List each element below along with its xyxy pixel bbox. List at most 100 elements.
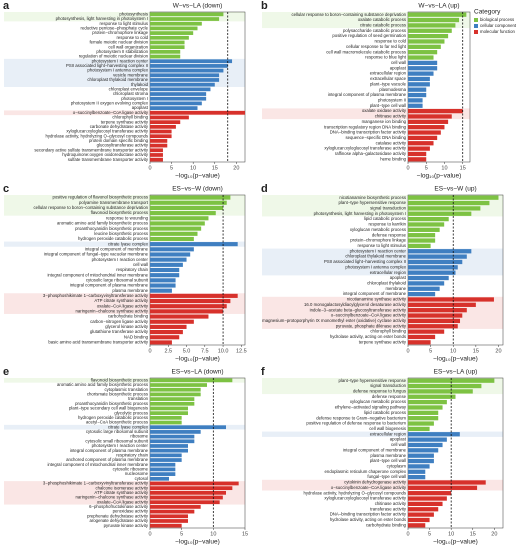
highlight-band bbox=[4, 210, 245, 216]
term-label: plant−type secondary cell wall biogenesi… bbox=[69, 406, 148, 411]
bar bbox=[408, 302, 476, 307]
x-tick-label: 10.0 bbox=[218, 348, 229, 354]
term-label: signal transduction bbox=[370, 383, 406, 388]
term-label: hydrolase activity, acting on ester bond… bbox=[330, 517, 406, 522]
term-label: basic amino acid transmembrane transport… bbox=[48, 340, 148, 345]
term-label: female meiotic nuclear division bbox=[89, 40, 148, 45]
bar bbox=[150, 490, 226, 495]
x-tick-label: 5.0 bbox=[183, 348, 191, 354]
bar bbox=[150, 195, 231, 200]
highlight-band bbox=[4, 424, 245, 430]
legend-label: biological process bbox=[480, 17, 514, 22]
bar bbox=[150, 495, 223, 500]
term-label: chalcone isomerase activity bbox=[95, 485, 148, 490]
bar bbox=[408, 206, 481, 211]
panel-title: W−vs−LA (down) bbox=[173, 3, 223, 10]
term-label: cellular response to far red light bbox=[346, 44, 407, 49]
term-label: integral component of membrane bbox=[85, 246, 149, 251]
term-label: photosynthesis, light harvesting in phot… bbox=[314, 211, 406, 216]
term-label: ATP citrate synthase activity bbox=[94, 490, 148, 495]
term-label: cytosol bbox=[135, 476, 148, 481]
term-label: glycerol kinase activity bbox=[105, 324, 149, 329]
bar bbox=[150, 157, 163, 162]
panel-letter: e bbox=[3, 366, 9, 378]
term-label: defense response to fungus bbox=[353, 389, 406, 394]
bar bbox=[408, 275, 449, 281]
highlight-band bbox=[262, 248, 503, 254]
bar bbox=[150, 262, 183, 267]
bar bbox=[408, 378, 495, 383]
bar bbox=[408, 33, 449, 39]
panel-letter: f bbox=[261, 366, 265, 378]
term-label: photosystem I antenna complex bbox=[87, 68, 149, 73]
bar bbox=[150, 106, 198, 110]
bar bbox=[150, 92, 207, 96]
term-label: chitinase activity bbox=[375, 501, 407, 506]
term-label: raffinose alpha−galactosidase activity bbox=[335, 151, 407, 156]
bar bbox=[150, 486, 233, 491]
bar bbox=[408, 394, 456, 399]
bar bbox=[408, 151, 427, 157]
term-label: oxalate−CoA ligase activity bbox=[97, 499, 149, 504]
highlight-band bbox=[4, 72, 245, 78]
bar bbox=[150, 134, 172, 139]
term-label: hydrolase activity, hydrolyzing O−glycos… bbox=[46, 133, 149, 138]
bar bbox=[150, 211, 216, 216]
term-label: membrane bbox=[385, 286, 406, 291]
term-label: protein−chromophore linkage bbox=[350, 238, 406, 243]
bar bbox=[150, 148, 163, 153]
x-tick-label: 5 bbox=[429, 348, 432, 354]
x-tick-label: 10 bbox=[210, 531, 216, 537]
x-tick-label: 5 bbox=[180, 531, 183, 537]
bar bbox=[150, 110, 245, 115]
term-label: polyamine transmembrane transport bbox=[79, 200, 149, 205]
x-tick-label: 20 bbox=[233, 165, 239, 171]
bar bbox=[408, 340, 431, 345]
bar bbox=[150, 304, 227, 309]
bar bbox=[150, 401, 195, 406]
term-label: reductive pentose−phosphate cycle bbox=[81, 26, 149, 31]
bar bbox=[150, 444, 188, 448]
bar bbox=[408, 469, 426, 474]
bar bbox=[150, 231, 198, 236]
bar bbox=[150, 82, 215, 87]
term-label: response to light stimulus bbox=[100, 21, 148, 26]
bar bbox=[408, 485, 478, 490]
bar bbox=[408, 98, 423, 103]
x-tick-label: 0 bbox=[148, 531, 151, 537]
term-label: PSII associated light−harvesting complex… bbox=[66, 63, 148, 68]
highlight-band bbox=[262, 259, 503, 265]
bar bbox=[408, 334, 436, 340]
term-label: hydrolase activity, acting on ester bond… bbox=[330, 334, 406, 339]
term-label: oxalate−CoA ligase activity bbox=[97, 303, 149, 308]
term-label: integral component of plasma membrane bbox=[328, 92, 407, 97]
x-axis-label: −log₁₀(p−value) bbox=[175, 173, 220, 180]
term-label: oxalate catabolic process bbox=[358, 17, 406, 22]
term-label: endoplasmic reticulum chaperone complex bbox=[325, 469, 407, 474]
bar bbox=[150, 309, 224, 314]
term-label: protein−chromophore linkage bbox=[92, 30, 148, 35]
bar bbox=[150, 216, 209, 221]
term-label: extracellular space bbox=[370, 76, 406, 81]
term-label: naringenin−chalcone synthase activity bbox=[76, 495, 149, 500]
term-label: flavonoid biosynthetic process bbox=[91, 210, 148, 215]
highlight-band bbox=[262, 431, 503, 437]
term-label: chitinase activity bbox=[375, 114, 407, 119]
highlight-band bbox=[262, 296, 503, 303]
term-label: ribosome bbox=[130, 434, 148, 439]
term-label: plant−type hypersensitive response bbox=[339, 378, 407, 383]
term-label: cytosolic ribosome bbox=[113, 467, 149, 472]
bar bbox=[408, 324, 458, 329]
bar bbox=[150, 378, 233, 383]
term-label: hydroquinone:oxygen oxidoreductase activ… bbox=[62, 152, 149, 157]
bar bbox=[408, 146, 430, 151]
bar bbox=[150, 221, 205, 226]
term-label: cytoplasm bbox=[387, 464, 407, 469]
highlight-band bbox=[262, 253, 503, 260]
x-tick-label: 0 bbox=[148, 165, 151, 171]
term-label: sulfate transmembrane transporter activi… bbox=[68, 157, 149, 162]
term-label: chlorophyll binding bbox=[370, 329, 406, 334]
bar bbox=[408, 507, 439, 512]
bar bbox=[408, 103, 423, 108]
